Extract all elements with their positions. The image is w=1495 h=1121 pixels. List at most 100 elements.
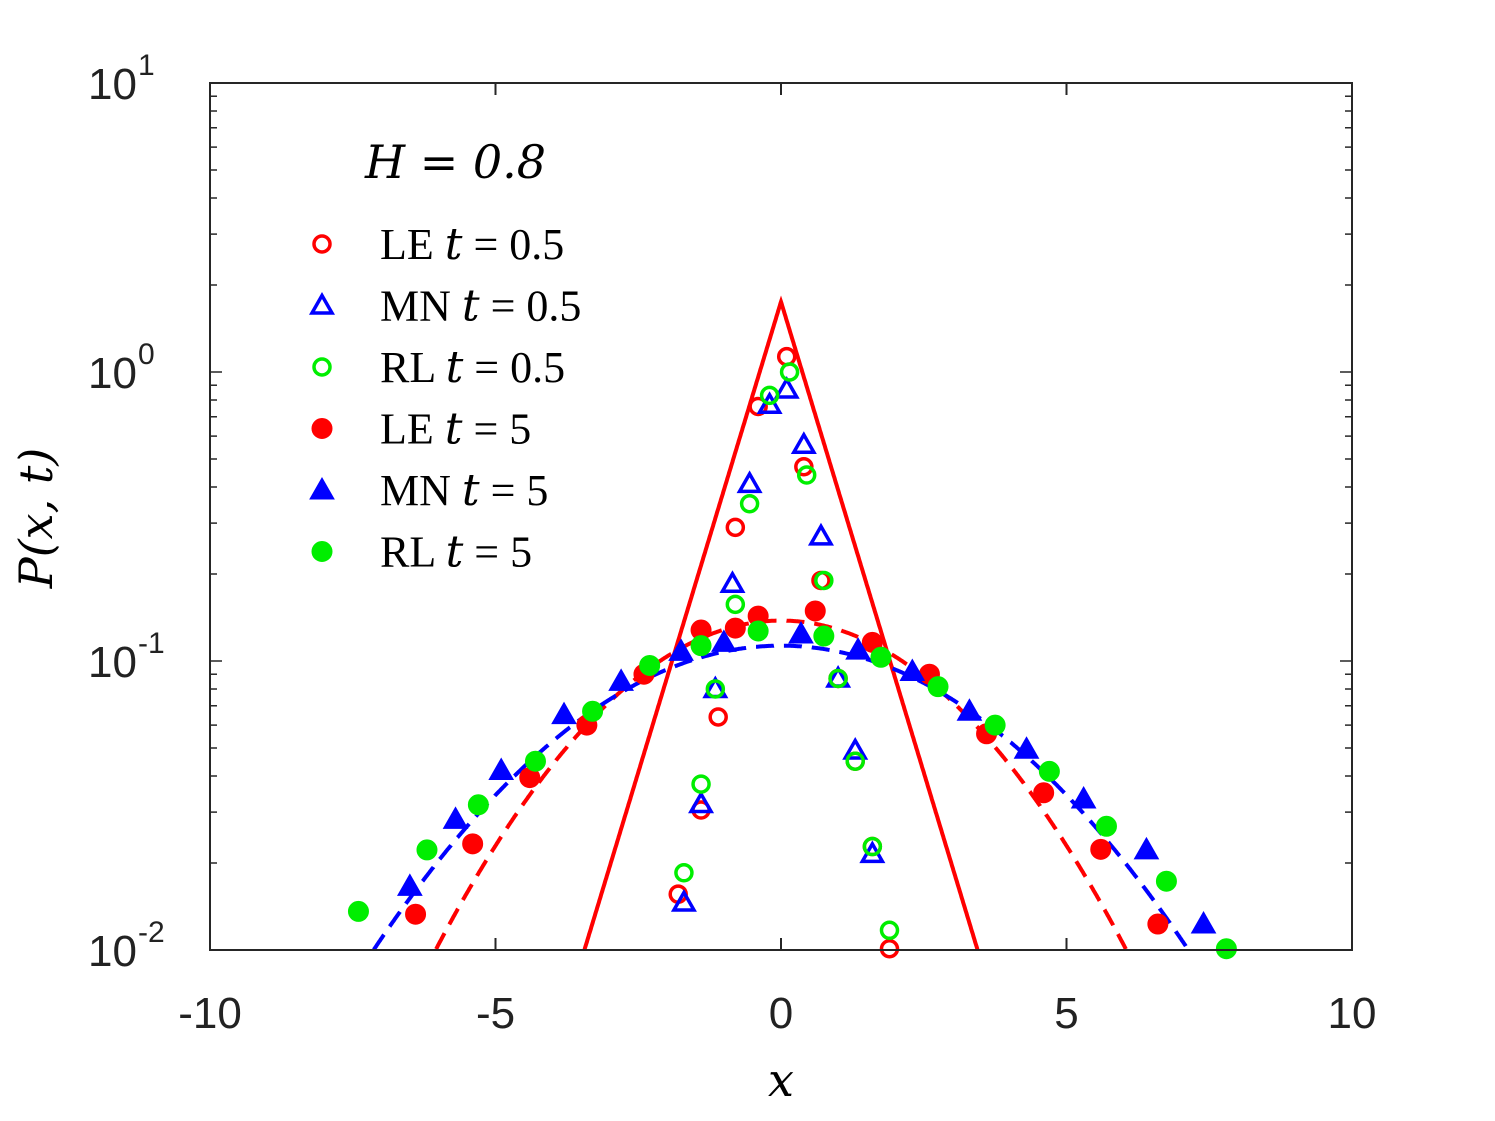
y-axis-label: P(x, t)	[9, 448, 63, 590]
legend-item: LE t = 0.5	[312, 219, 564, 270]
data-point	[719, 570, 746, 594]
data-point	[524, 750, 546, 772]
legend-marker	[311, 541, 333, 562]
x-tick-label: -5	[476, 989, 515, 1038]
legend-label: LE t = 0.5	[380, 219, 564, 270]
data-point	[582, 700, 604, 722]
data-point	[711, 629, 737, 652]
data-point	[1013, 736, 1040, 759]
data-point	[842, 737, 869, 760]
data-point	[1147, 913, 1169, 935]
y-tick-label-exponent: -2	[138, 916, 165, 949]
x-tick-labels: -10 -5 0 5 10	[178, 989, 1376, 1038]
data-point	[396, 873, 423, 896]
y-tick-label-exponent: 0	[138, 338, 155, 371]
legend-marker	[312, 357, 332, 377]
data-point	[804, 600, 826, 622]
data-point	[488, 757, 515, 780]
data-point	[462, 833, 484, 855]
data-point	[748, 396, 768, 417]
data-point	[724, 617, 746, 639]
data-point	[705, 679, 726, 699]
x-tick-label: 5	[1054, 989, 1078, 1038]
y-tick-label: 10	[88, 638, 137, 687]
data-point	[1095, 815, 1117, 837]
data-point	[708, 707, 728, 727]
legend: LE t = 0.5 MN t = 0.5 RL t = 0.5 LE t = 5 MN…	[308, 219, 581, 578]
data-point	[845, 751, 865, 771]
legend-label: LE t = 5	[380, 404, 531, 455]
data-point	[691, 774, 711, 794]
data-point	[899, 658, 926, 681]
data-point	[813, 625, 835, 647]
data-point	[927, 676, 949, 698]
legend-label: RL t = 0.5	[380, 342, 565, 393]
data-point	[984, 714, 1006, 736]
x-tick-label: 10	[1328, 989, 1377, 1038]
legend-item: RL t = 5	[311, 527, 532, 578]
x-tick-label: -10	[178, 989, 242, 1038]
y-tick-label-exponent: 1	[138, 49, 155, 82]
data-point	[828, 668, 848, 689]
data-point	[807, 522, 834, 546]
data-point	[1215, 938, 1237, 960]
legend-marker	[312, 234, 332, 254]
y-tick-label-exponent: -1	[138, 627, 165, 660]
data-point	[690, 635, 712, 657]
data-point	[416, 839, 438, 861]
data-point	[1090, 838, 1112, 860]
data-point	[845, 637, 871, 660]
data-point	[1033, 782, 1055, 804]
data-point	[551, 701, 577, 725]
data-point	[870, 646, 892, 668]
legend-item: LE t = 5	[311, 404, 531, 455]
legend-label: MN t = 0.5	[380, 281, 581, 332]
x-tick-label: 0	[769, 989, 793, 1038]
axis-ticks	[209, 83, 1353, 951]
x-axis-label: x	[768, 1053, 794, 1107]
y-tick-label: 10	[88, 60, 137, 109]
data-point	[725, 594, 746, 615]
data-point	[1133, 836, 1160, 860]
data-point	[1155, 870, 1177, 892]
data-point	[1070, 786, 1097, 809]
data-point	[668, 638, 694, 661]
data-point	[1190, 911, 1217, 934]
fit-curve	[582, 295, 980, 950]
data-point	[956, 698, 983, 721]
legend-label: MN t = 5	[380, 465, 548, 516]
data-point	[674, 863, 694, 883]
legend-item: MN t = 5	[309, 465, 548, 516]
data-point	[467, 794, 489, 816]
annotation-label: H = 0.8	[364, 135, 546, 189]
data-markers	[347, 346, 1237, 960]
data-point	[639, 654, 661, 676]
legend-marker	[311, 418, 333, 439]
legend-item: RL t = 0.5	[312, 342, 565, 393]
legend-marker	[308, 291, 336, 315]
y-tick-label: 10	[88, 349, 137, 398]
data-point	[879, 939, 900, 959]
data-point	[1038, 760, 1060, 782]
data-point	[747, 620, 769, 642]
data-point	[688, 790, 715, 814]
plot-background	[210, 83, 1352, 950]
data-point	[739, 494, 760, 514]
data-point	[814, 570, 834, 591]
data-point	[862, 836, 883, 857]
data-point	[347, 900, 369, 922]
legend-marker	[309, 476, 335, 500]
data-point	[879, 920, 900, 941]
data-point	[773, 375, 800, 399]
data-point	[796, 465, 817, 485]
legend-label: RL t = 5	[380, 527, 532, 578]
data-point	[725, 517, 746, 538]
data-point	[779, 362, 800, 382]
y-tick-label: 10	[88, 927, 137, 976]
data-point	[608, 668, 634, 691]
data-point	[670, 888, 697, 912]
data-point	[759, 385, 780, 406]
data-point	[736, 470, 763, 494]
